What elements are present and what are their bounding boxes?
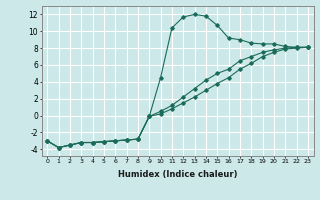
X-axis label: Humidex (Indice chaleur): Humidex (Indice chaleur) xyxy=(118,170,237,179)
